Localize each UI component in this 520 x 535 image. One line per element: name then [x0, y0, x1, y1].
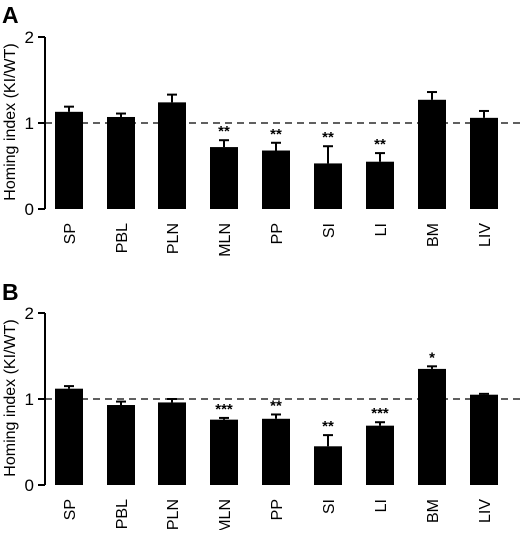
bar-pln	[158, 402, 186, 485]
bar-bm	[418, 99, 446, 209]
bar-pln	[158, 102, 186, 209]
x-tick-label: PLN	[165, 499, 182, 530]
x-tick-label: BM	[425, 499, 442, 523]
bar-li	[366, 425, 394, 485]
x-tick-label: SI	[321, 223, 338, 238]
bar-bm	[418, 368, 446, 485]
significance-label: **	[218, 123, 230, 140]
bar-pbl	[107, 405, 135, 485]
x-tick-label: MLN	[217, 499, 234, 530]
x-tick-label: PLN	[165, 223, 182, 254]
x-tick-label: LIV	[477, 223, 494, 247]
bar-sp	[55, 388, 83, 485]
x-tick-label: PBL	[114, 499, 131, 529]
significance-label: **	[374, 136, 386, 153]
chart-panel-A: A Homing index (KI/WT) 0 1 2 SP PBL PLN ** MLN ** P…	[2, 2, 520, 257]
y-tick-label: 0	[25, 200, 34, 219]
y-tick-label: 1	[25, 114, 34, 133]
y-axis-label: Homing index (KI/WT)	[2, 319, 19, 476]
y-tick-label: 0	[25, 476, 34, 495]
significance-label: ***	[215, 401, 233, 418]
x-tick-label: LIV	[477, 499, 494, 523]
y-tick-label: 2	[25, 28, 34, 47]
x-tick-label: PP	[269, 223, 286, 244]
x-tick-label: LI	[373, 499, 390, 512]
x-tick-label: SP	[62, 499, 79, 520]
bar-pbl	[107, 116, 135, 209]
bar-si	[314, 163, 342, 209]
bar-mln	[210, 147, 238, 209]
bar-pp	[262, 150, 290, 209]
bar-si	[314, 446, 342, 485]
y-axis-label: Homing index (KI/WT)	[2, 43, 19, 200]
bar-li	[366, 161, 394, 209]
significance-label: **	[270, 397, 282, 414]
panel-letter: B	[2, 279, 19, 305]
y-tick-label: 2	[25, 304, 34, 323]
x-tick-label: MLN	[217, 223, 234, 257]
x-tick-label: BM	[425, 223, 442, 247]
x-tick-label: PBL	[114, 223, 131, 253]
x-tick-label: SI	[321, 499, 338, 514]
bar-liv	[470, 394, 498, 485]
x-tick-label: PP	[269, 499, 286, 520]
significance-label: **	[322, 129, 334, 146]
x-tick-label: SP	[62, 223, 79, 244]
bar-sp	[55, 111, 83, 209]
y-tick-label: 1	[25, 390, 34, 409]
bar-pp	[262, 418, 290, 485]
x-tick-label: LI	[373, 223, 390, 236]
panel-letter: A	[2, 2, 19, 28]
significance-label: ***	[371, 405, 389, 422]
bar-mln	[210, 419, 238, 485]
significance-label: **	[270, 126, 282, 143]
significance-label: *	[429, 349, 435, 366]
significance-label: **	[322, 418, 334, 435]
bar-liv	[470, 117, 498, 209]
